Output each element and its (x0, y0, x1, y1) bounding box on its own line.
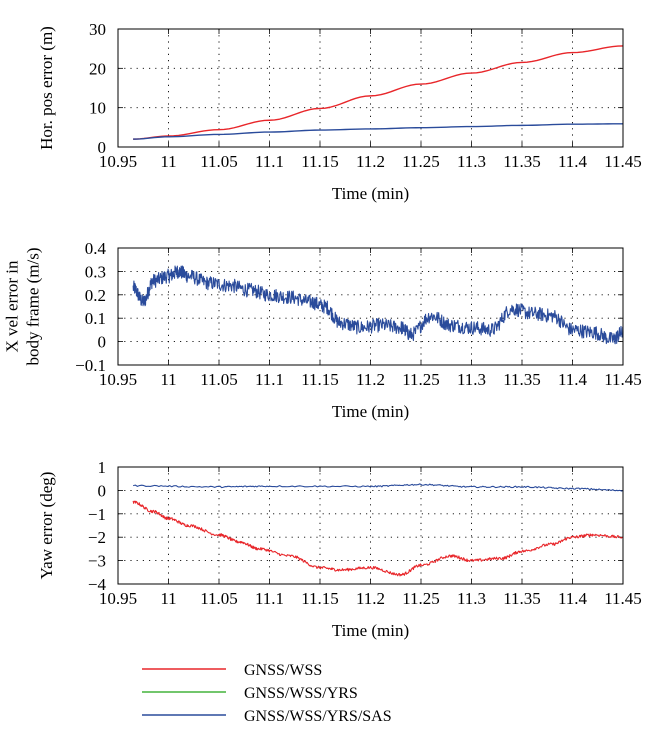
legend-label-gnss-wss-yrs: GNSS/WSS/YRS (244, 685, 358, 702)
x-tick-label: 11.4 (558, 152, 588, 171)
series-line-gnss-wss (132, 500, 624, 577)
y-tick-label: 10 (89, 99, 106, 118)
y-tick-label: 0.2 (85, 286, 106, 305)
legend-label-gnss-wss: GNSS/WSS (244, 662, 322, 679)
x-tick-label: 11.45 (604, 370, 642, 389)
y-tick-label: 0.1 (85, 309, 106, 328)
legend-label-gnss-wss-yrs-sas: GNSS/WSS/YRS/SAS (244, 708, 392, 725)
x-axis-label: Time (min) (332, 402, 409, 421)
x-tick-label: 11.2 (356, 589, 385, 608)
x-tick-label: 11.05 (200, 152, 238, 171)
x-tick-label: 11.3 (457, 589, 486, 608)
x-tick-label: 11.05 (200, 589, 238, 608)
y-tick-label: −4 (88, 575, 107, 594)
x-tick-label: 11.1 (255, 589, 284, 608)
series-line-gnss-wss-yrs-sas (133, 123, 624, 140)
y-axis-label: Yaw error (deg) (37, 472, 56, 580)
y-tick-label: −3 (88, 552, 106, 571)
y-axis-label: body frame (m/s) (24, 247, 43, 365)
axes-frame (117, 247, 624, 366)
x-tick-label: 11.15 (301, 370, 339, 389)
x-tick-label: 11.35 (503, 370, 541, 389)
x-tick-label: 11.4 (558, 370, 588, 389)
y-axis-label: Hor. pos error (m) (37, 26, 56, 150)
x-tick-label: 11.4 (558, 589, 588, 608)
y-tick-label: 1 (98, 458, 107, 477)
x-tick-label: 11.3 (457, 370, 486, 389)
y-axis-label: X vel error in (3, 260, 22, 353)
x-axis-label: Time (min) (332, 621, 409, 640)
axes-frame (117, 466, 624, 585)
x-tick-label: 11.1 (255, 370, 284, 389)
plot-horizontal-position-error: 10.95 11 11.05 11.1 11.15 11.2 11.25 11.3 11.35 1… (37, 20, 642, 203)
y-tick-label: −2 (88, 528, 106, 547)
y-tick-label: 0 (98, 481, 107, 500)
x-tick-label: 10.95 (99, 589, 137, 608)
series-line-gnss-wss-yrs-sas (133, 483, 624, 492)
x-tick-label: 11.15 (301, 589, 339, 608)
y-tick-label: −0.1 (75, 356, 106, 375)
x-tick-label: 11.25 (402, 152, 440, 171)
y-tick-label: 0.4 (85, 239, 107, 258)
y-tick-label: 0.3 (85, 262, 106, 281)
series-line-gnss-wss-yrs-sas (132, 265, 624, 345)
x-tick-label: 11.35 (503, 589, 541, 608)
x-axis-label: Time (min) (332, 184, 409, 203)
axes-frame (117, 28, 624, 148)
x-tick-label: 11.25 (402, 370, 440, 389)
x-tick-label: 11.15 (301, 152, 339, 171)
x-tick-label: 11.45 (604, 152, 642, 171)
legend: GNSS/WSS GNSS/WSS/YRS GNSS/WSS/YRS/SAS (142, 662, 392, 725)
x-tick-label: 11.45 (604, 589, 642, 608)
x-tick-label: 11.1 (255, 152, 284, 171)
x-tick-label: 10.95 (99, 370, 137, 389)
y-tick-label: 30 (89, 20, 106, 39)
x-tick-label: 10.95 (99, 152, 137, 171)
y-tick-label: −1 (88, 505, 106, 524)
x-tick-label: 11 (160, 589, 176, 608)
x-tick-label: 11.25 (402, 589, 440, 608)
x-tick-label: 11.2 (356, 152, 385, 171)
y-tick-label: 20 (89, 59, 106, 78)
x-tick-label: 11.2 (356, 370, 385, 389)
plot-yaw-error: 10.95 11 11.05 11.1 11.15 11.2 11.25 11.3 11.35 1… (37, 458, 642, 640)
x-tick-label: 11 (160, 370, 176, 389)
x-tick-label: 11.05 (200, 370, 238, 389)
plot-x-velocity-error: 10.95 11 11.05 11.1 11.15 11.2 11.25 11.3 11.35 1… (3, 239, 642, 421)
y-tick-label: 0 (98, 333, 107, 352)
x-tick-label: 11.3 (457, 152, 486, 171)
x-tick-label: 11 (160, 152, 176, 171)
series-line-gnss-wss (133, 45, 624, 140)
y-tick-label: 0 (98, 138, 107, 157)
x-tick-label: 11.35 (503, 152, 541, 171)
